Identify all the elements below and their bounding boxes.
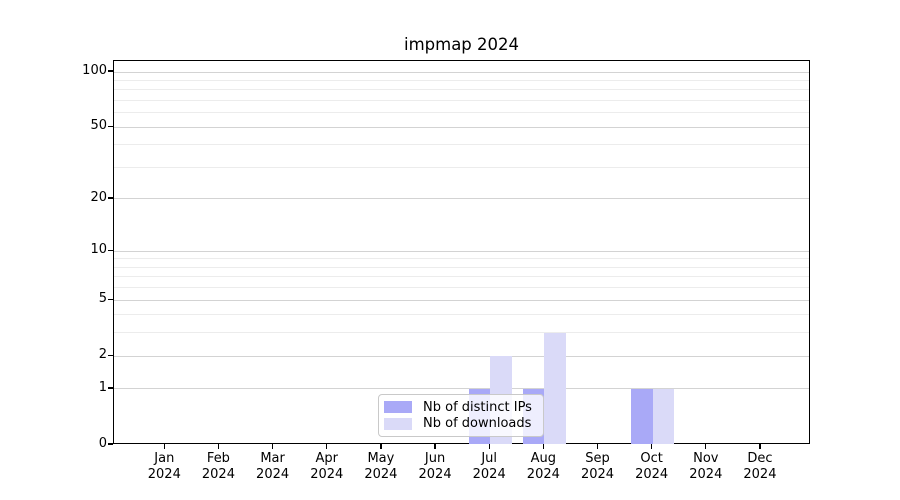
- x-tick-label-apr: Apr 2024: [310, 451, 344, 482]
- plot-area: [113, 60, 810, 444]
- x-tick-label-jun: Jun 2024: [418, 451, 452, 482]
- x-tick-label-dec: Dec 2024: [743, 451, 777, 482]
- legend-swatch-downloads: [384, 417, 412, 430]
- x-tick-label-may: May 2024: [364, 451, 398, 482]
- x-tick-label-nov: Nov 2024: [689, 451, 723, 482]
- gridline-2: [114, 355, 809, 357]
- y-tick-mark-10: [108, 249, 113, 251]
- x-tick-mark-may: [380, 444, 382, 449]
- x-tick-mark-nov: [705, 444, 707, 449]
- x-tick-mark-apr: [326, 444, 328, 449]
- gridline-90: [114, 80, 809, 81]
- x-tick-mark-sep: [596, 444, 599, 449]
- gridline-9: [114, 258, 809, 260]
- legend: Nb of distinct IPs Nb of downloads: [378, 394, 544, 437]
- x-tick-label-sep: Sep 2024: [580, 451, 615, 482]
- y-tick-label-1: 1: [98, 379, 107, 395]
- gridline-5: [114, 299, 809, 301]
- gridline-20: [114, 198, 809, 200]
- gridline-1: [114, 388, 809, 390]
- gridline-70: [114, 100, 809, 102]
- gridline-10: [114, 250, 809, 252]
- gridline-80: [114, 89, 809, 91]
- x-tick-mark-dec: [759, 444, 761, 449]
- y-tick-mark-5: [108, 298, 113, 300]
- gridline-4: [114, 314, 809, 316]
- chart-title: impmap 2024: [403, 35, 520, 54]
- y-tick-mark-100: [108, 70, 113, 72]
- bar-nb-of-distinct-ips-oct: [630, 388, 653, 444]
- x-tick-mark-jul: [488, 444, 490, 449]
- y-tick-mark-0: [108, 443, 113, 445]
- y-tick-mark-50: [108, 125, 113, 127]
- gridline-7: [114, 276, 809, 278]
- gridline-8: [114, 266, 809, 268]
- y-tick-label-0: 0: [98, 436, 107, 451]
- gridline-50: [114, 126, 809, 128]
- gridline-3: [114, 332, 809, 334]
- y-tick-mark-2: [108, 354, 113, 356]
- bar-nb-of-downloads-oct: [652, 388, 675, 444]
- x-tick-label-oct: Oct 2024: [635, 451, 669, 482]
- legend-label-downloads: Nb of downloads: [423, 416, 532, 432]
- y-tick-label-5: 5: [98, 291, 107, 307]
- gridline-30: [114, 167, 809, 169]
- x-tick-label-jan: Jan 2024: [147, 451, 181, 482]
- legend-label-distinct-ips: Nb of distinct IPs: [423, 399, 532, 415]
- legend-item-distinct-ips: Nb of distinct IPs: [384, 399, 537, 416]
- x-tick-mark-mar: [271, 444, 274, 449]
- gridline-40: [114, 144, 809, 146]
- y-tick-label-50: 50: [90, 118, 107, 134]
- x-tick-mark-feb: [217, 444, 220, 449]
- y-tick-label-20: 20: [90, 189, 107, 205]
- x-tick-label-feb: Feb 2024: [201, 451, 235, 482]
- x-tick-mark-aug: [542, 444, 544, 449]
- bar-nb-of-downloads-aug: [544, 332, 567, 444]
- x-tick-mark-jun: [434, 444, 436, 449]
- y-tick-mark-20: [108, 197, 113, 199]
- legend-swatch-distinct-ips: [384, 401, 412, 414]
- y-tick-label-2: 2: [98, 347, 107, 363]
- y-tick-label-10: 10: [90, 242, 107, 258]
- x-tick-mark-oct: [651, 444, 653, 449]
- x-tick-label-aug: Aug 2024: [526, 451, 560, 482]
- y-tick-mark-1: [108, 387, 113, 389]
- gridline-60: [114, 112, 809, 114]
- legend-item-downloads: Nb of downloads: [384, 416, 537, 433]
- gridline-6: [114, 287, 809, 289]
- x-tick-label-jul: Jul 2024: [472, 451, 506, 482]
- x-tick-label-mar: Mar 2024: [256, 451, 290, 482]
- x-tick-mark-jan: [163, 444, 165, 449]
- y-tick-label-100: 100: [82, 63, 107, 79]
- gridline-100: [114, 71, 809, 73]
